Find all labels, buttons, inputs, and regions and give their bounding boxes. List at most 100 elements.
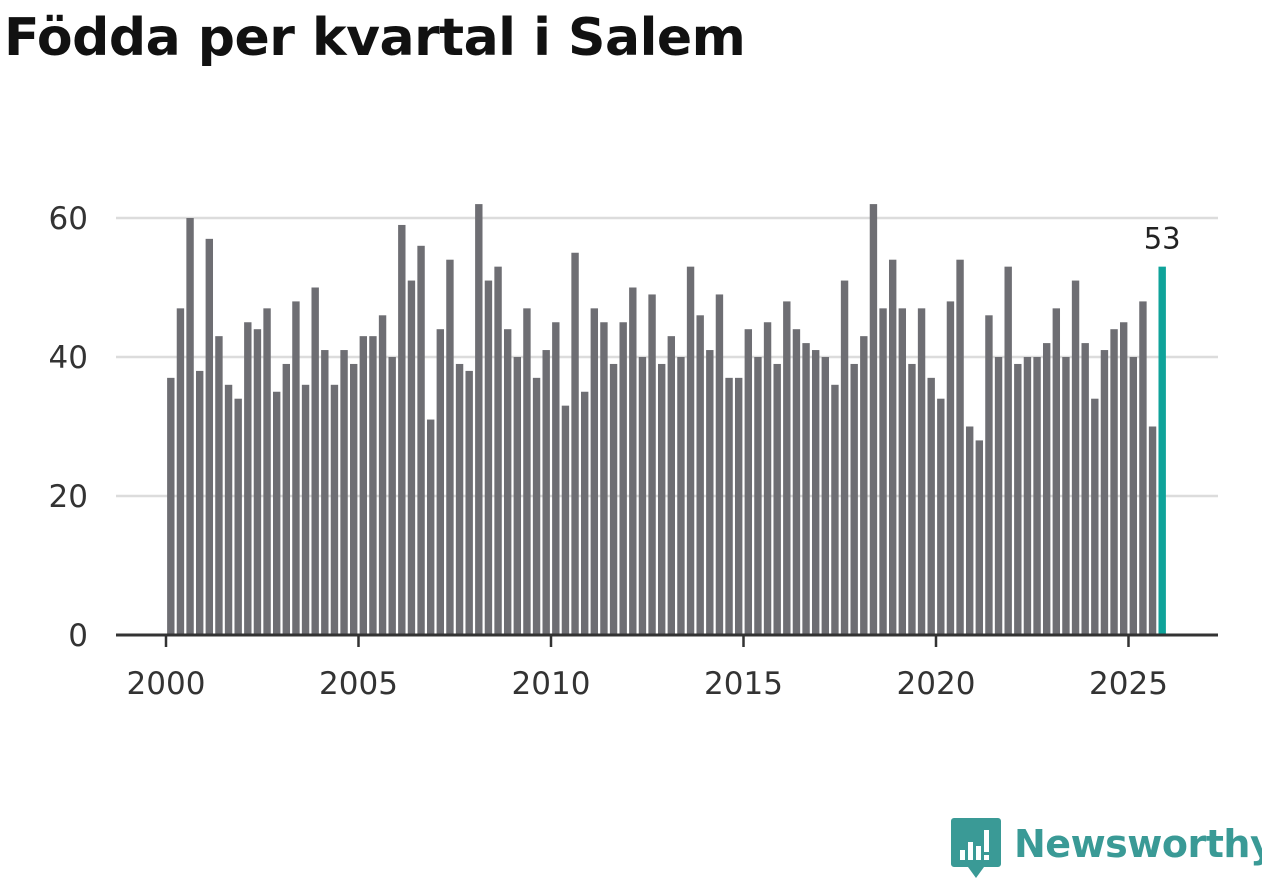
bar <box>552 322 560 635</box>
bar <box>638 357 647 635</box>
y-tick-label-60: 60 <box>49 201 88 237</box>
bar <box>734 377 743 635</box>
bar <box>1062 357 1070 635</box>
bar <box>744 329 753 635</box>
bar <box>956 259 964 635</box>
bar <box>975 440 984 635</box>
bar <box>840 280 849 635</box>
bar <box>811 350 820 635</box>
bar <box>1004 266 1012 635</box>
bar <box>263 308 271 635</box>
bar <box>1139 301 1147 635</box>
bar <box>754 357 762 635</box>
bar <box>513 357 522 635</box>
bar <box>167 377 175 635</box>
bar <box>532 377 541 635</box>
x-tick-label-2010: 2010 <box>512 666 591 702</box>
bar <box>1081 343 1089 635</box>
bar <box>994 357 1003 635</box>
bar <box>282 363 291 635</box>
bar <box>908 363 916 635</box>
bar <box>580 391 589 635</box>
bar <box>349 363 358 635</box>
bar <box>706 350 714 635</box>
bar <box>609 363 618 635</box>
x-tick-label-2020: 2020 <box>897 666 976 702</box>
bar <box>763 322 772 635</box>
bar <box>667 336 676 635</box>
bar <box>725 377 733 635</box>
y-axis-ticks: 0 20 40 60 <box>49 201 88 654</box>
bar <box>301 384 310 635</box>
bar <box>860 336 868 635</box>
bar <box>888 259 897 635</box>
bar <box>195 370 204 635</box>
bar <box>388 357 396 635</box>
bar <box>590 308 599 635</box>
bar <box>600 322 608 635</box>
bar <box>715 294 724 635</box>
y-tick-label-20: 20 <box>49 479 88 515</box>
bar <box>571 252 579 635</box>
bar <box>1014 363 1022 635</box>
bar <box>224 384 233 635</box>
bar <box>292 301 300 635</box>
bar <box>542 350 550 635</box>
bar <box>879 308 887 635</box>
bar <box>773 363 781 635</box>
bar <box>369 336 377 635</box>
bar <box>1042 343 1051 635</box>
data-labels: 53 <box>1144 222 1181 256</box>
bar <box>426 419 435 635</box>
page-title: Födda per kvartal i Salem <box>4 8 746 68</box>
bar <box>561 405 570 635</box>
bar <box>1110 329 1118 635</box>
bar <box>1100 350 1109 635</box>
bar <box>475 204 483 635</box>
bar <box>484 280 493 635</box>
bar-highlight <box>1158 266 1166 635</box>
x-tick-label-2015: 2015 <box>704 666 783 702</box>
bar <box>686 266 695 635</box>
brand-name: Newsworthy <box>1014 822 1262 866</box>
bar <box>946 301 955 635</box>
bar <box>407 280 416 635</box>
bar <box>898 308 907 635</box>
bar <box>783 301 791 635</box>
bar <box>696 315 704 635</box>
bar <box>523 308 531 635</box>
bar <box>1052 308 1061 635</box>
bar <box>215 336 223 635</box>
y-tick-label-40: 40 <box>49 340 88 376</box>
bar <box>850 363 858 635</box>
bar <box>937 398 945 635</box>
bar <box>330 384 339 635</box>
bar <box>186 218 194 635</box>
bar <box>446 259 454 635</box>
bar <box>657 363 666 635</box>
bar <box>417 245 425 636</box>
bar <box>831 384 839 635</box>
bar <box>677 357 685 635</box>
bar <box>465 370 473 635</box>
bar <box>378 315 387 635</box>
bar <box>321 350 329 635</box>
bar <box>917 308 926 635</box>
bar <box>965 426 974 635</box>
bar <box>1023 357 1032 635</box>
bar <box>1033 357 1041 635</box>
bar <box>1091 398 1099 635</box>
bar <box>244 322 252 635</box>
bar <box>985 315 993 635</box>
bar <box>436 329 445 635</box>
bar <box>253 329 262 635</box>
bar <box>494 266 502 635</box>
bar <box>455 363 464 635</box>
bar <box>869 204 878 635</box>
bar <box>503 329 512 635</box>
x-tick-label-2000: 2000 <box>127 666 206 702</box>
bar <box>205 238 214 635</box>
bar <box>629 287 637 635</box>
x-axis-ticks: 2000 2005 2010 2015 2020 2025 <box>127 635 1168 702</box>
